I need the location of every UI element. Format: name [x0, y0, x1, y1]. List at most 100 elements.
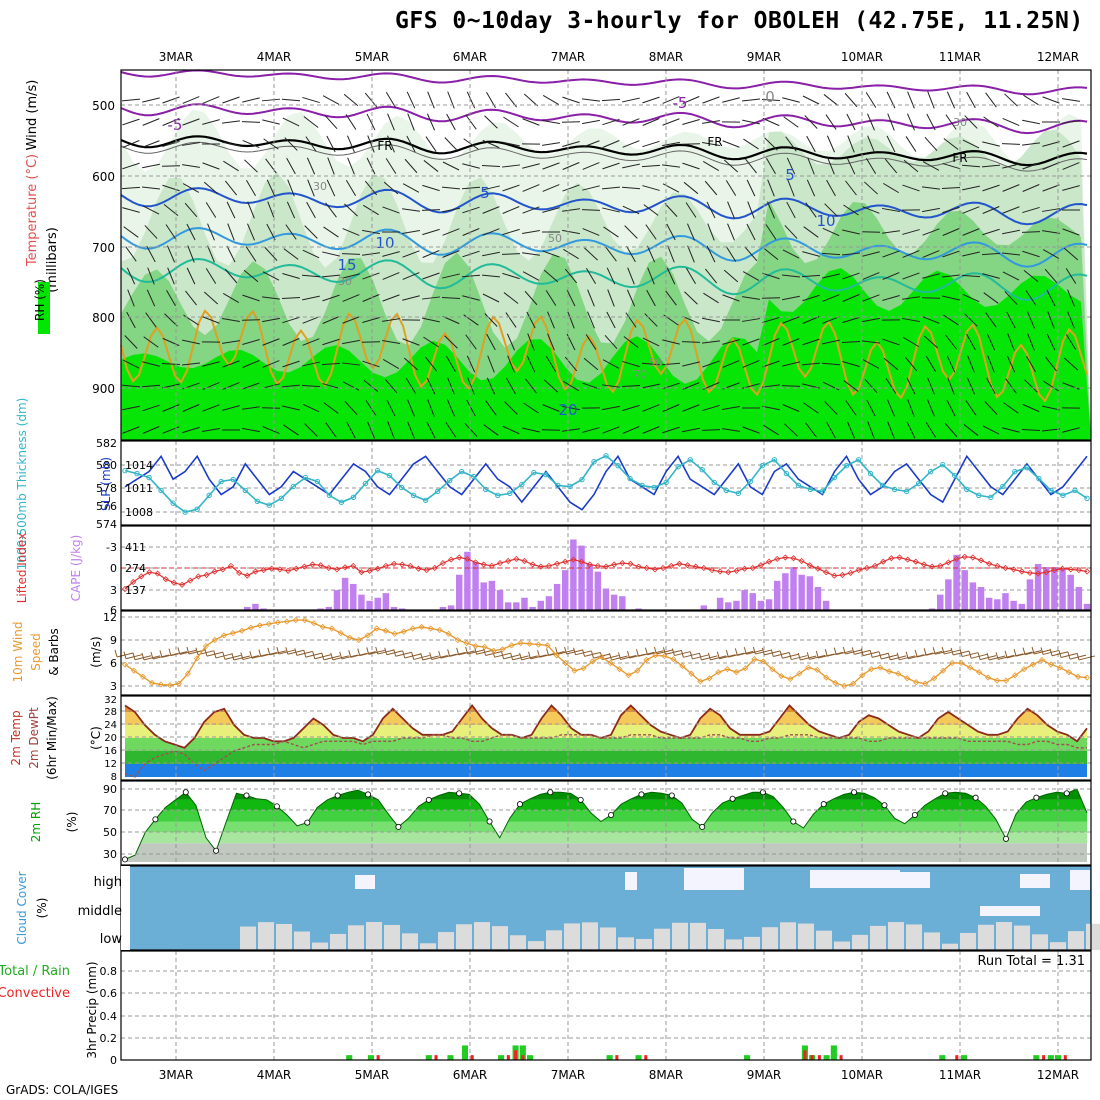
wind-barb [922, 186, 940, 190]
cape-bar [765, 599, 773, 610]
wind10-barb-flag [285, 647, 289, 655]
cape-bar [716, 597, 724, 610]
temp-tick-label: 20 [104, 733, 117, 744]
cape-bar [994, 599, 1001, 610]
wind-barb [882, 250, 900, 258]
wind-barb [801, 274, 821, 278]
wind-barb [161, 165, 181, 167]
precip-tick-label: 0.6 [100, 987, 118, 1000]
wind-barb [281, 384, 301, 388]
wind-barb [962, 139, 980, 149]
wind-speed-marker [706, 675, 713, 682]
wind-speed-marker [670, 656, 677, 663]
wind-barb [1062, 98, 1080, 102]
wind-barb [723, 159, 739, 173]
wind-barb [222, 382, 240, 390]
wind10-barb-flag [1031, 646, 1035, 655]
wind-barb [642, 96, 660, 104]
wind-barb [601, 186, 621, 190]
wind-speed-marker [580, 665, 587, 672]
wind-barb [406, 91, 416, 109]
precip-tick-label: 0 [110, 1054, 117, 1067]
lifted-index-marker [635, 563, 642, 570]
rh-band [125, 810, 1087, 822]
top-date-label: 5MAR [355, 50, 390, 64]
thickness-marker [964, 486, 970, 493]
wind-barb [262, 338, 280, 346]
wind-barb [507, 355, 515, 373]
contour-label: 30 [313, 180, 327, 193]
cape-bar [382, 593, 390, 610]
wind-barb [862, 359, 880, 369]
wind-barb [562, 184, 580, 192]
cape-tick-label: 411 [125, 541, 146, 554]
wind-barb [362, 317, 380, 323]
thickness-marker [843, 463, 850, 469]
wind-barb [822, 294, 840, 302]
pressure-tick-label: 800 [92, 311, 115, 325]
thickness-marker [1072, 487, 1078, 494]
low-cloud-bar [1032, 934, 1048, 950]
wind-barb [943, 314, 959, 326]
wind-barb [722, 97, 740, 103]
lifted-tick-label: 3 [110, 584, 117, 597]
wind-barb [722, 339, 740, 345]
precip-conv-bar [955, 1055, 959, 1060]
wind-barb [982, 273, 1000, 279]
wind-barb [887, 113, 895, 131]
rh-marker [152, 816, 159, 823]
wind-barb [661, 362, 681, 366]
wind-barb [582, 119, 600, 125]
wind-barb [702, 120, 720, 124]
wind-speed-marker [562, 659, 569, 667]
wind-speed-marker [346, 634, 353, 641]
wind-barb [584, 247, 598, 261]
wind-barb [165, 224, 177, 240]
thickness-marker [927, 468, 934, 475]
wind-barb [1042, 249, 1060, 259]
wind-barb [301, 274, 321, 278]
thickness-marker [278, 495, 285, 502]
wind-barb [542, 184, 560, 192]
wind10-barb-flag [788, 652, 792, 660]
wind-barb [544, 379, 558, 393]
wind-barb [667, 245, 675, 263]
thickness-marker [1060, 492, 1066, 499]
wind-speed-marker [769, 666, 776, 673]
wind-barb [504, 401, 518, 415]
wind-barb [982, 206, 1000, 214]
freezing-contour-line [120, 141, 1088, 172]
bottom-date-label: 7MAR [551, 1068, 586, 1082]
thickness-marker [591, 459, 597, 465]
thickness-marker [194, 506, 200, 512]
wind-speed-marker [751, 656, 758, 663]
lifted-index-marker [276, 566, 283, 573]
wind-barb [384, 378, 398, 394]
wind-barb [142, 361, 160, 367]
wind-barb [166, 245, 176, 263]
wind-barb [1042, 405, 1060, 411]
wind-speed-marker [787, 676, 794, 683]
wind10-barb-flag [429, 652, 433, 660]
cape-bar [521, 597, 528, 610]
cape-bar [333, 590, 341, 610]
wind-barb [722, 428, 740, 432]
lifted-index-marker [676, 560, 683, 567]
wind-barb [124, 335, 138, 349]
wind-barb [462, 163, 480, 169]
wind10-barb-flag [303, 649, 307, 658]
wind10-barb [458, 650, 475, 656]
wind10-barb-flag [213, 650, 217, 659]
wind-barb [407, 399, 415, 417]
wind-barb [203, 181, 219, 195]
wind-barb [823, 94, 839, 106]
lifted-index-marker [668, 562, 675, 569]
wind-barb [704, 268, 718, 284]
wind-speed-marker [553, 652, 560, 659]
cloud-row-label: high [94, 875, 122, 890]
wind-speed-marker [1029, 661, 1037, 668]
wind-barb [242, 339, 260, 345]
wind-barb [961, 274, 981, 278]
wind-barb [282, 273, 300, 279]
wind-barb [466, 355, 476, 373]
